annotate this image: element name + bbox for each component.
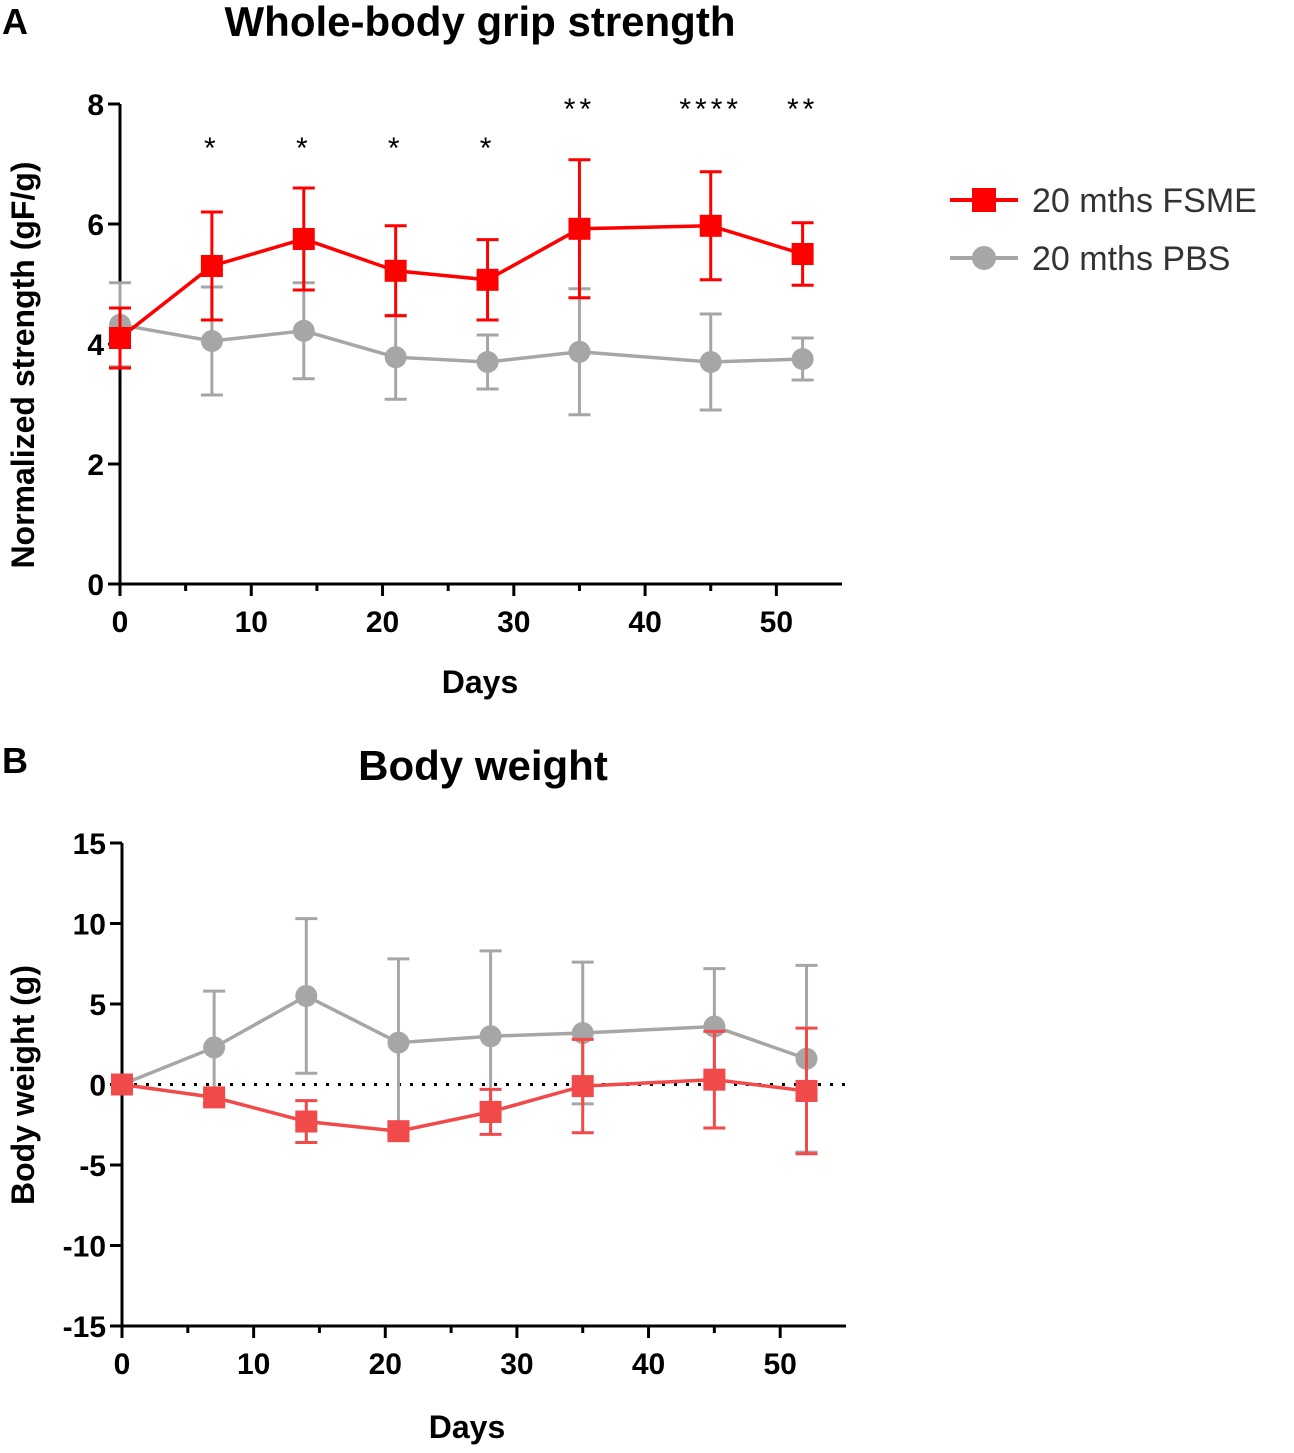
panel-a-y-axis-label: Normalized strength (gF/g) bbox=[5, 161, 41, 568]
panel-b-y-tick-label: 10 bbox=[73, 909, 106, 942]
panel-b-x-tick-label: 0 bbox=[114, 1348, 131, 1381]
panel-a-significance-marker: **** bbox=[679, 93, 742, 126]
legend-label-pbs: 20 mths PBS bbox=[1032, 240, 1230, 278]
panel-b-data-point bbox=[703, 1068, 726, 1091]
panel-a-significance-marker: * bbox=[204, 132, 220, 165]
panel-b-data-point bbox=[295, 1110, 318, 1133]
panel-a-y-tick-label: 4 bbox=[87, 329, 104, 362]
panel-b-y-tick-label: -15 bbox=[63, 1311, 106, 1344]
panel-a-data-point bbox=[109, 327, 131, 349]
panel-b-y-tick-label: -5 bbox=[79, 1150, 106, 1183]
panel-a-data-point bbox=[384, 259, 407, 282]
panel-b-data-point bbox=[295, 984, 318, 1007]
panel-b-data-point bbox=[203, 1086, 226, 1109]
panel-a-x-tick-label: 10 bbox=[235, 606, 268, 639]
legend-square-marker-icon bbox=[972, 188, 996, 212]
panel-b-x-tick-label: 10 bbox=[237, 1348, 270, 1381]
panel-b-x-tick-label: 50 bbox=[763, 1348, 796, 1381]
panel-a-data-point bbox=[200, 255, 223, 277]
panel-a-data-point bbox=[200, 330, 223, 352]
panel-a-significance-marker: * bbox=[296, 132, 312, 165]
legend-circle-marker-icon bbox=[972, 246, 996, 270]
panel-a-significance-marker: ** bbox=[787, 93, 818, 126]
panel-a-data-point bbox=[699, 214, 722, 237]
panel-b-series-line bbox=[121, 1077, 807, 1133]
panel-b-y-tick-label: 5 bbox=[89, 989, 106, 1022]
panel-b-data-point bbox=[387, 1120, 410, 1143]
panel-a-data-point bbox=[292, 319, 315, 342]
panel-a-y-tick-label: 8 bbox=[87, 89, 104, 122]
panel-b-series-line bbox=[121, 993, 808, 1087]
panel-b-x-axis-label: Days bbox=[429, 1409, 506, 1445]
legend-entry-pbs: 20 mths PBS bbox=[950, 240, 1230, 278]
panel-b-x-tick-label: 20 bbox=[369, 1348, 402, 1381]
panel-a-y-tick-label: 2 bbox=[87, 449, 104, 482]
legend: 20 mths FSME 20 mths PBS bbox=[950, 182, 1257, 278]
panel-a-data-point bbox=[791, 243, 814, 265]
panel-a-x-tick-label: 50 bbox=[760, 606, 793, 639]
legend-entry-fsme: 20 mths FSME bbox=[950, 182, 1257, 220]
panel-a-y-tick-label: 6 bbox=[87, 209, 104, 242]
panel-b-data-point bbox=[203, 1036, 226, 1059]
panel-b-series-fsme bbox=[111, 1026, 818, 1156]
panel-b-data-point bbox=[111, 1073, 133, 1096]
panel-b-data-point bbox=[387, 1031, 410, 1054]
legend-label-fsme: 20 mths FSME bbox=[1032, 182, 1257, 220]
panel-a-grip-strength: A Whole-body grip strength 0 10 20 30 40 50 0 2… bbox=[2, 0, 842, 700]
panel-b-data-point bbox=[571, 1075, 594, 1098]
panel-a-series-fsme bbox=[109, 158, 814, 370]
panel-b-y-tick-label: -10 bbox=[63, 1231, 106, 1264]
panel-b-x-tick-label: 30 bbox=[500, 1348, 533, 1381]
panel-a-title: Whole-body grip strength bbox=[225, 0, 736, 45]
panel-a-x-tick-label: 40 bbox=[628, 606, 661, 639]
panel-b-plot-area: 0 10 20 30 40 50 -15 -10 -5 0 5 10 15 bbox=[63, 828, 846, 1381]
panel-a-x-axis-label: Days bbox=[442, 664, 519, 700]
panel-b-data-point bbox=[795, 1079, 818, 1102]
panel-a-data-point bbox=[568, 217, 591, 240]
panel-a-data-point bbox=[476, 268, 499, 291]
panel-a-significance-marker: * bbox=[388, 132, 404, 165]
panel-a-series-pbs bbox=[109, 281, 814, 417]
panel-a-x-tick-label: 30 bbox=[497, 606, 530, 639]
panel-a-x-tick-label: 20 bbox=[366, 606, 399, 639]
panel-a-x-tick-label: 0 bbox=[112, 606, 129, 639]
panel-b-y-tick-label: 15 bbox=[73, 828, 106, 861]
panel-a-y-tick-label: 0 bbox=[87, 569, 104, 602]
panel-b-data-point bbox=[479, 1100, 502, 1123]
panel-b-x-tick-label: 40 bbox=[632, 1348, 665, 1381]
panel-b-y-tick-label: 0 bbox=[89, 1070, 106, 1103]
panel-a-data-point bbox=[384, 346, 407, 369]
panel-a-letter: A bbox=[2, 1, 28, 42]
panel-b-letter: B bbox=[2, 740, 28, 781]
panel-a-significance-marker: * bbox=[480, 132, 496, 165]
panel-b-title: Body weight bbox=[358, 742, 608, 789]
panel-a-significance-marker: ** bbox=[564, 93, 595, 126]
panel-b-y-axis-label: Body weight (g) bbox=[5, 965, 41, 1205]
panel-b-body-weight: B Body weight 0 10 20 30 40 50-15-10-5051015 … bbox=[2, 740, 846, 1445]
panel-a-data-point bbox=[476, 351, 499, 373]
panel-a-data-point bbox=[568, 340, 591, 363]
panel-a-data-point bbox=[292, 228, 315, 250]
panel-a-series-line bbox=[118, 224, 804, 340]
panel-a-data-point bbox=[791, 348, 814, 370]
panel-a-data-point bbox=[699, 351, 722, 373]
panel-b-data-point bbox=[479, 1025, 502, 1048]
panel-a-series-line bbox=[119, 323, 803, 364]
